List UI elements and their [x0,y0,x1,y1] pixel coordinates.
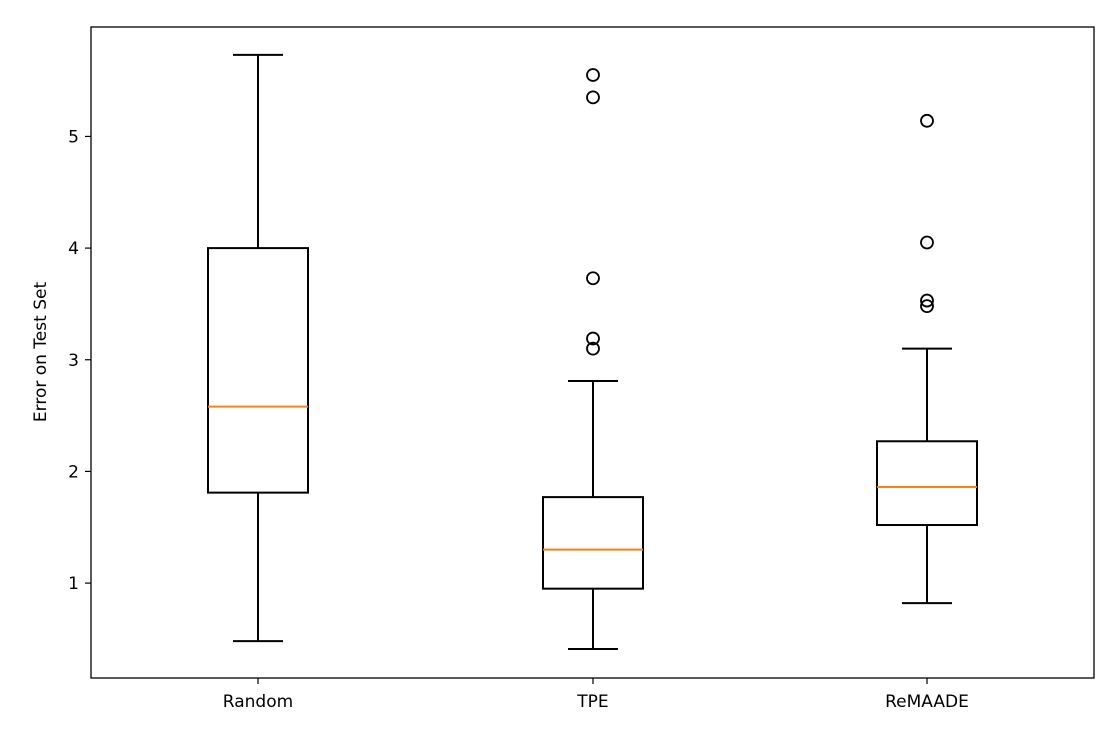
y-tick-label: 3 [68,351,79,371]
iqr-box [876,440,978,527]
box-group-tpe [542,68,644,650]
box-group-random [207,53,309,643]
y-axis-label: Error on Test Set [31,282,51,423]
outlier-point [586,68,600,82]
y-tick-label: 1 [68,574,79,594]
outlier-point [586,341,600,356]
outlier-point [920,113,934,128]
y-tick-label: 2 [68,462,79,482]
x-tick-label: ReMAADE [885,692,969,712]
plot-frame [90,26,1095,679]
x-tick-label: TPE [576,692,608,712]
outlier-point [586,90,600,105]
outlier-point [920,299,934,314]
outlier-point [920,235,934,250]
outlier-point [586,271,600,286]
x-tick-label: Random [223,692,293,712]
outlier-point [586,331,600,346]
iqr-box [542,496,644,590]
iqr-box [207,247,309,494]
outlier-point [920,293,934,308]
y-tick-label: 4 [68,239,79,259]
y-tick-label: 5 [68,127,79,147]
box-group-remaade [876,113,978,605]
